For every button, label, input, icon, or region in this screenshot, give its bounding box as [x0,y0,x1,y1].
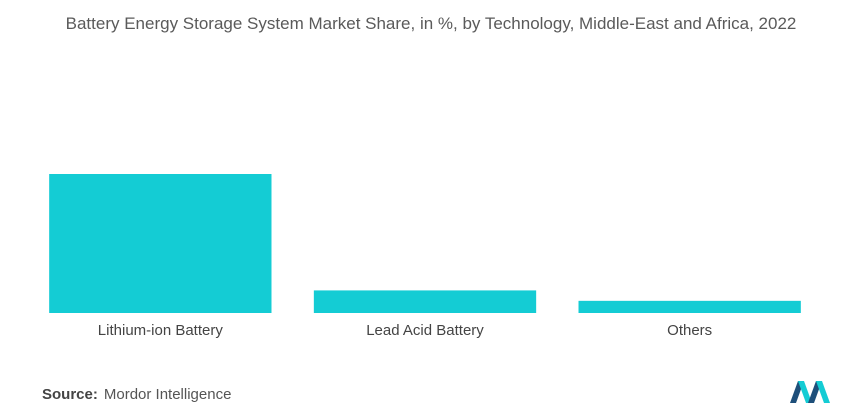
x-tick-label: Others [667,322,712,339]
source-label: Source: [42,386,98,403]
chart-title: Battery Energy Storage System Market Sha… [65,14,797,33]
x-tick-label: Lithium-ion Battery [98,322,224,339]
bar [49,174,272,313]
bar [578,300,801,313]
source: Source: Mordor Intelligence [42,386,231,403]
source-text: Mordor Intelligence [103,386,232,403]
bar [313,290,537,313]
logo [790,381,830,403]
x-tick-label: Lead Acid Battery [366,322,484,339]
